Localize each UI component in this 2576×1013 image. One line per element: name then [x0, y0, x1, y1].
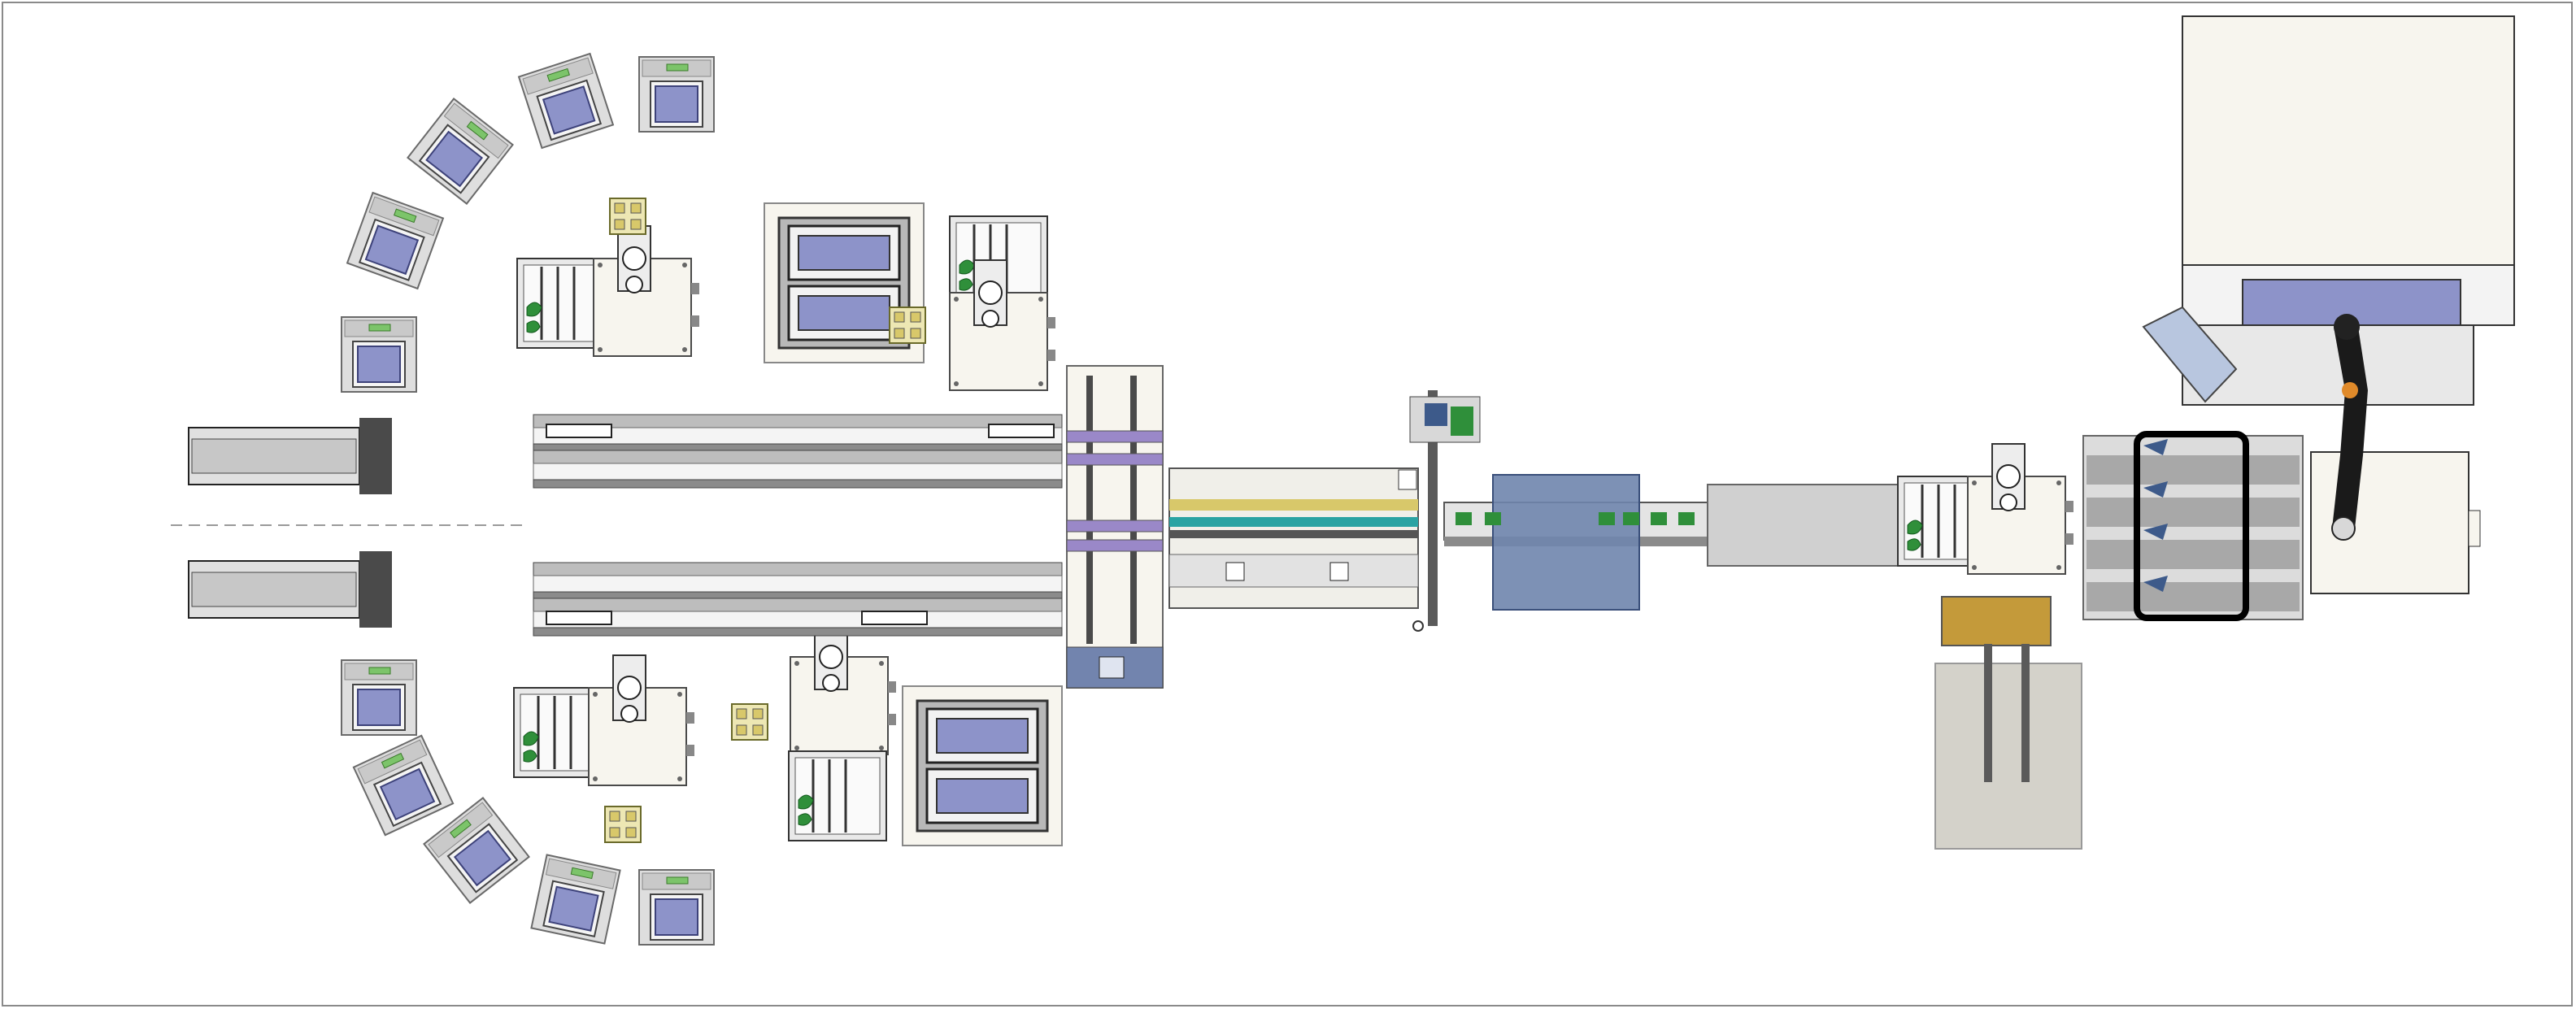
pallet: [988, 424, 1055, 438]
pallet: [546, 611, 612, 625]
industrial-robot: [2310, 314, 2481, 594]
gripper-cluster: [1941, 596, 2052, 646]
pallet: [861, 611, 928, 625]
part-row: [1456, 512, 1695, 525]
loading-chute: [2142, 306, 2238, 403]
process-module: [1168, 467, 1419, 609]
inspection-tunnel: [1443, 474, 1933, 611]
output-bin: [1934, 663, 2082, 850]
highlight-box: [2134, 431, 2249, 621]
rail-lane-bottom: [533, 562, 1063, 637]
buffer-rack: [2082, 431, 2304, 621]
pallet: [546, 424, 612, 438]
rail-lane-top: [533, 414, 1063, 489]
transfer-module: [1066, 365, 1164, 689]
vertical-gantry: [1409, 390, 1481, 632]
robot-right: [1896, 443, 2082, 850]
